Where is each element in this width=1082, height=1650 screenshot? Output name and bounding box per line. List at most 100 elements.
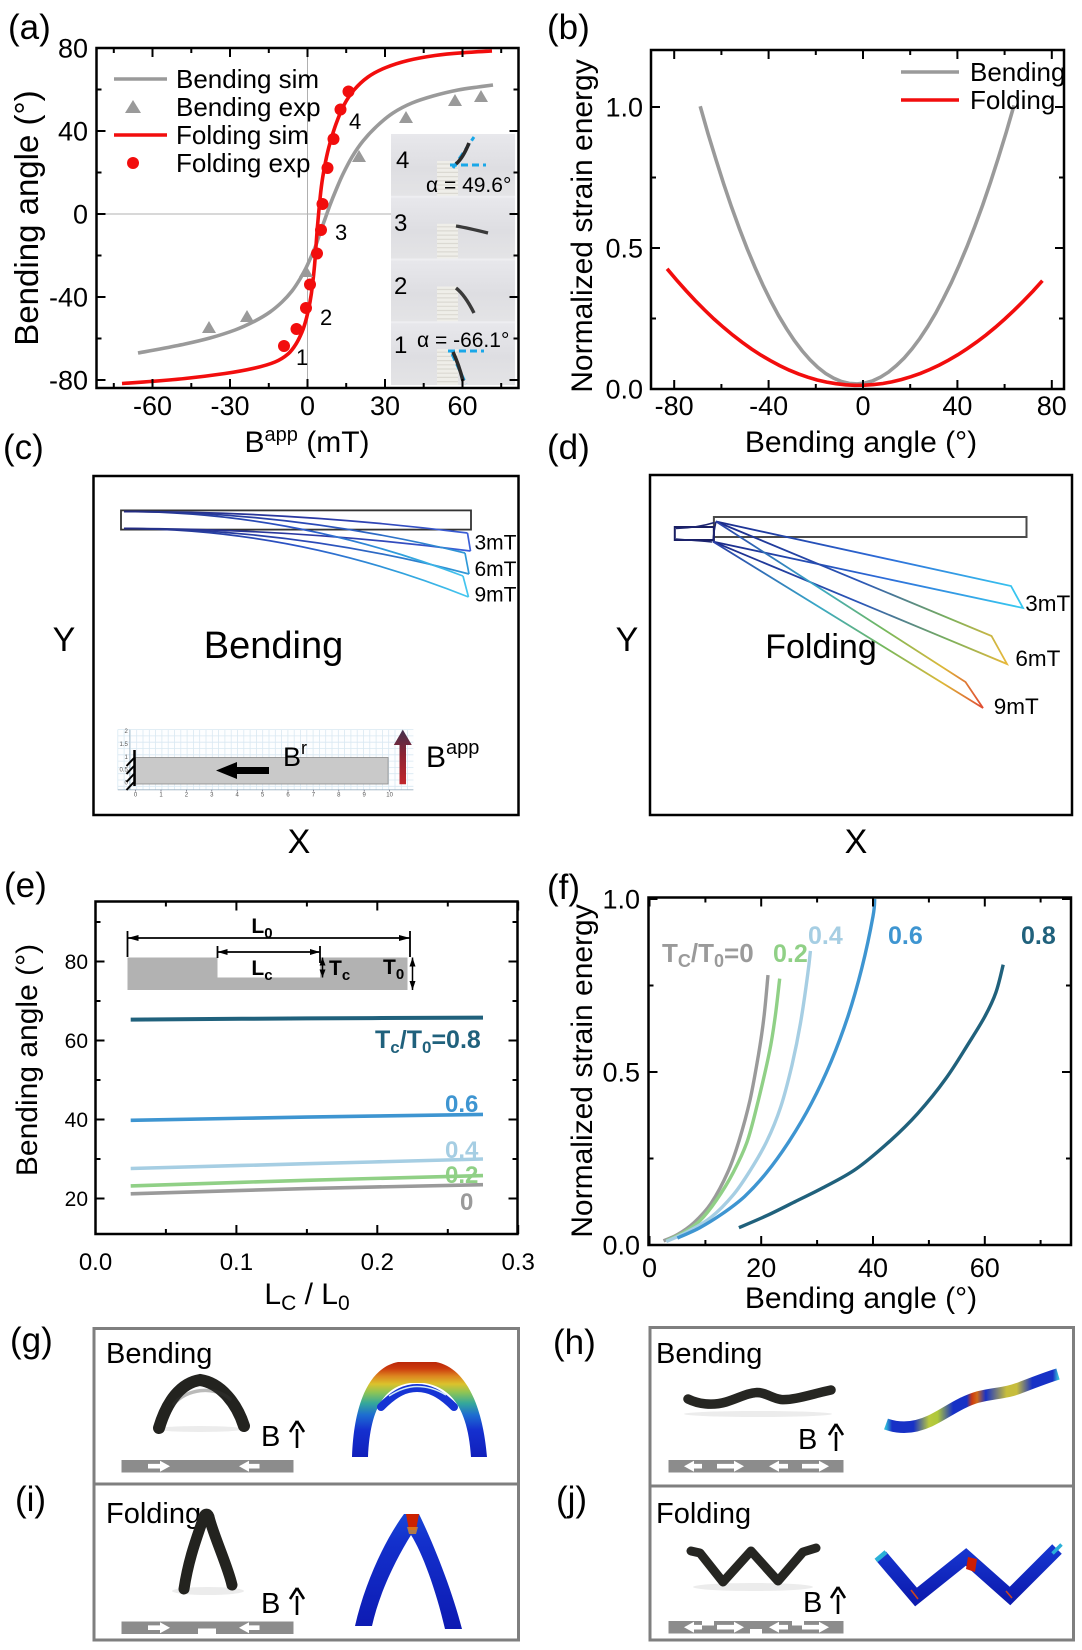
svg-text:Bending angle (°): Bending angle (°)	[745, 1282, 977, 1315]
svg-text:0: 0	[642, 1253, 657, 1283]
svg-text:3: 3	[335, 220, 347, 245]
svg-text:2: 2	[124, 729, 128, 735]
svg-text:2: 2	[185, 793, 189, 799]
svg-text:Bending angle (°): Bending angle (°)	[8, 90, 45, 345]
svg-text:1.5: 1.5	[119, 742, 128, 748]
svg-text:0.6: 0.6	[888, 922, 923, 950]
svg-text:Bending sim: Bending sim	[176, 64, 319, 94]
svg-text:Bending exp: Bending exp	[176, 92, 321, 122]
svg-text:6: 6	[286, 793, 290, 799]
svg-text:-80: -80	[49, 366, 88, 396]
svg-text:6mT: 6mT	[475, 558, 517, 581]
svg-text:TC/T0=0: TC/T0=0	[662, 938, 754, 971]
svg-text:Bending: Bending	[204, 625, 343, 667]
svg-text:0.2: 0.2	[361, 1249, 394, 1276]
svg-text:20: 20	[746, 1253, 776, 1283]
svg-text:Bending: Bending	[656, 1338, 762, 1370]
svg-text:0.0: 0.0	[605, 375, 643, 405]
svg-text:60: 60	[970, 1253, 1000, 1283]
svg-text:0.4: 0.4	[445, 1137, 479, 1164]
svg-text:0.1: 0.1	[220, 1249, 253, 1276]
svg-text:(b): (b)	[547, 8, 590, 47]
svg-text:Folding: Folding	[106, 1498, 201, 1530]
svg-text:(h): (h)	[553, 1323, 596, 1362]
svg-text:0.0: 0.0	[602, 1231, 640, 1261]
svg-text:-40: -40	[49, 283, 88, 313]
svg-text:Normalized strain energy: Normalized strain energy	[566, 904, 599, 1237]
svg-text:Bapp (mT): Bapp (mT)	[244, 424, 369, 459]
svg-text:3mT: 3mT	[1025, 591, 1070, 616]
svg-text:(e): (e)	[4, 866, 47, 905]
svg-text:Folding exp: Folding exp	[176, 148, 310, 178]
svg-text:2: 2	[394, 273, 407, 300]
svg-text:80: 80	[65, 951, 88, 974]
svg-text:0: 0	[300, 391, 315, 421]
svg-text:3: 3	[210, 793, 214, 799]
svg-text:1: 1	[124, 755, 128, 761]
svg-text:Bending angle (°): Bending angle (°)	[745, 426, 977, 459]
svg-text:Bending: Bending	[970, 57, 1065, 87]
svg-text:0.3: 0.3	[502, 1249, 535, 1276]
svg-text:α = 49.6°: α = 49.6°	[426, 174, 511, 197]
svg-text:80: 80	[1037, 391, 1067, 421]
svg-text:3: 3	[394, 210, 407, 237]
svg-text:4: 4	[236, 793, 240, 799]
svg-text:(c): (c)	[3, 428, 44, 467]
svg-text:α = -66.1°: α = -66.1°	[417, 329, 509, 352]
svg-text:Bending: Bending	[106, 1338, 212, 1370]
svg-text:LC / L0: LC / L0	[264, 1278, 349, 1315]
svg-text:(g): (g)	[10, 1321, 53, 1360]
svg-text:40: 40	[858, 1253, 888, 1283]
svg-text:2: 2	[320, 305, 332, 330]
svg-text:5: 5	[261, 793, 265, 799]
svg-text:6mT: 6mT	[1015, 646, 1060, 671]
svg-text:-80: -80	[655, 391, 694, 421]
svg-text:(f): (f)	[547, 868, 580, 907]
svg-text:9mT: 9mT	[994, 694, 1039, 719]
svg-text:0.2: 0.2	[445, 1162, 478, 1189]
svg-text:80: 80	[58, 34, 88, 64]
svg-text:0: 0	[855, 391, 870, 421]
svg-text:-60: -60	[133, 391, 172, 421]
svg-text:Bending angle (°): Bending angle (°)	[11, 944, 44, 1176]
svg-text:40: 40	[942, 391, 972, 421]
svg-text:1.0: 1.0	[602, 885, 640, 915]
svg-text:X: X	[288, 823, 311, 861]
svg-text:9mT: 9mT	[475, 584, 517, 607]
svg-text:0.5: 0.5	[602, 1058, 640, 1088]
svg-text:0.6: 0.6	[445, 1091, 478, 1118]
svg-text:0.2: 0.2	[773, 940, 808, 968]
svg-text:Y: Y	[53, 621, 76, 659]
svg-text:1: 1	[159, 793, 163, 799]
svg-text:(d): (d)	[547, 428, 590, 467]
svg-text:0: 0	[460, 1189, 473, 1216]
svg-text:(a): (a)	[8, 8, 51, 47]
svg-text:10: 10	[386, 793, 393, 799]
svg-text:Folding: Folding	[656, 1498, 751, 1530]
svg-text:0: 0	[73, 200, 88, 230]
svg-text:4: 4	[396, 147, 409, 174]
svg-text:60: 60	[65, 1030, 88, 1053]
svg-text:B: B	[261, 1588, 280, 1620]
svg-text:-30: -30	[210, 391, 249, 421]
svg-text:9: 9	[363, 793, 367, 799]
svg-text:40: 40	[58, 117, 88, 147]
svg-text:8: 8	[337, 793, 341, 799]
svg-text:(j): (j)	[556, 1480, 587, 1519]
svg-text:1: 1	[296, 345, 308, 370]
svg-text:1: 1	[394, 332, 407, 359]
svg-text:0.5: 0.5	[119, 768, 128, 774]
svg-text:30: 30	[370, 391, 400, 421]
svg-text:0.8: 0.8	[1021, 922, 1056, 950]
svg-text:B: B	[261, 1421, 280, 1453]
svg-text:Folding sim: Folding sim	[176, 120, 309, 150]
svg-text:3mT: 3mT	[475, 532, 517, 555]
svg-text:Y: Y	[616, 621, 639, 659]
svg-text:0.4: 0.4	[808, 922, 843, 950]
svg-text:0: 0	[134, 793, 138, 799]
svg-text:0: 0	[124, 781, 128, 787]
svg-text:(i): (i)	[15, 1480, 46, 1519]
svg-text:B: B	[798, 1424, 817, 1456]
svg-text:0.5: 0.5	[605, 234, 643, 264]
svg-text:4: 4	[349, 109, 361, 134]
